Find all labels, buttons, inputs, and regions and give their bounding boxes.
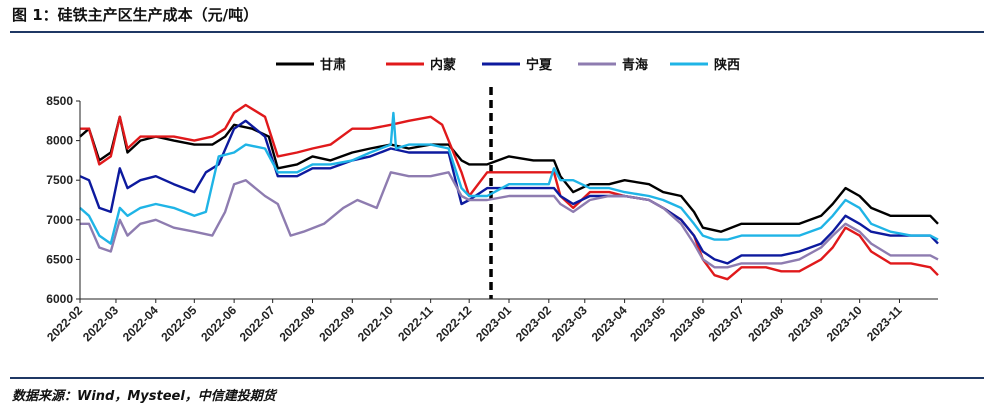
- legend-label: 宁夏: [526, 57, 553, 73]
- y-tick-label: 7000: [46, 213, 73, 227]
- series-line-甘肃: [79, 115, 939, 233]
- series-line-陕西: [79, 111, 939, 245]
- x-tick-label: 2022-08: [277, 303, 318, 344]
- x-tick-label: 2023-06: [667, 303, 708, 344]
- x-tick-label: 2023-08: [745, 303, 786, 344]
- x-tick-label: 2022-10: [355, 303, 396, 344]
- figure-title: 图 1：硅铁主产区生产成本（元/吨）: [12, 6, 259, 24]
- x-tick-label: 2022-02: [44, 303, 85, 344]
- x-tick-label: 2022-03: [80, 303, 121, 344]
- source-note: 数据来源：Wind，Mysteel，中信建投期货: [12, 389, 276, 404]
- y-tick-label: 6500: [46, 252, 73, 266]
- x-tick-label: 2023-05: [627, 303, 668, 344]
- x-tick-label: 2022-11: [395, 303, 436, 344]
- y-tick-label: 8000: [46, 134, 73, 148]
- x-tick-label: 2022-05: [158, 303, 199, 344]
- legend-label: 内蒙: [430, 57, 456, 73]
- x-tick-label: 2022-06: [198, 303, 239, 344]
- x-tick-label: 2023-03: [549, 303, 590, 344]
- x-tick-label: 2023-10: [824, 303, 865, 344]
- series-group: [79, 103, 939, 281]
- legend-label: 陕西: [714, 57, 740, 73]
- x-tick-label: 2023-07: [706, 303, 747, 344]
- x-tick-label: 2022-12: [433, 303, 474, 344]
- legend-label: 青海: [622, 57, 648, 73]
- chart-svg: 甘肃 内蒙 宁夏 青海 陕西 6000 6500 7000 7500 8000 8500 2022-…: [44, 57, 939, 344]
- x-tick-label: 2023-01: [473, 303, 514, 344]
- y-tick-label: 6000: [46, 292, 73, 306]
- bottom-rule: [10, 377, 984, 379]
- x-tick-label: 2022-04: [120, 303, 161, 344]
- top-rule: [10, 31, 984, 33]
- x-tick-label: 2023-04: [589, 303, 630, 344]
- x-tick-label: 2023-11: [864, 303, 905, 344]
- y-tick-label: 7500: [46, 173, 73, 187]
- series-line-宁夏: [79, 119, 939, 265]
- legend: 甘肃 内蒙 宁夏 青海 陕西: [276, 57, 740, 73]
- x-tick-label: 2022-07: [237, 303, 278, 344]
- y-tick-label: 8500: [46, 94, 73, 108]
- x-tick-label: 2022-09: [316, 303, 357, 344]
- x-tick-label: 2023-02: [513, 303, 554, 344]
- series-line-青海: [80, 171, 939, 269]
- legend-label: 甘肃: [320, 57, 346, 73]
- series-line-内蒙: [80, 103, 939, 281]
- x-tick-label: 2023-09: [785, 303, 826, 344]
